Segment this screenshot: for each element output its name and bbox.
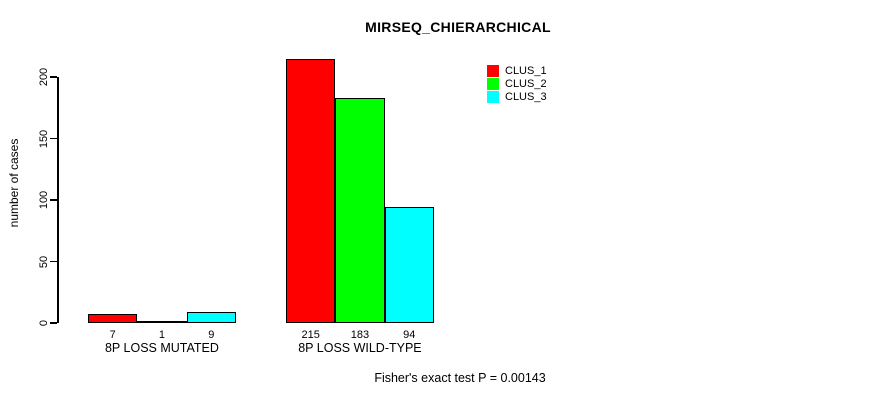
bar-clus_2-group2 — [335, 97, 385, 323]
y-tick-label: 200 — [38, 67, 50, 87]
bar-value-label: 215 — [301, 329, 320, 341]
legend-swatch-icon — [487, 77, 499, 90]
legend-row: CLUS_3 — [487, 90, 547, 103]
legend-row: CLUS_2 — [487, 77, 547, 90]
chart-title: MIRSEQ_CHIERARCHICAL — [365, 19, 551, 35]
y-tick-mark — [50, 76, 57, 78]
y-axis-line — [57, 77, 59, 323]
bar-value-label: 94 — [403, 329, 416, 341]
y-axis-label: number of cases — [7, 138, 21, 228]
y-tick-label: 0 — [38, 319, 50, 327]
bar-value-label: 7 — [109, 329, 116, 341]
category-label: 8P LOSS WILD-TYPE — [298, 341, 422, 355]
legend-swatch-icon — [487, 90, 499, 103]
bar-clus_1-group2 — [286, 58, 336, 323]
bar-value-label: 1 — [158, 329, 165, 341]
bar-clus_3-group2 — [384, 207, 434, 323]
y-tick-mark — [50, 137, 57, 140]
category-label: 8P LOSS MUTATED — [104, 341, 219, 355]
y-tick-label: 150 — [38, 129, 50, 148]
bar-clus_1-group1 — [88, 314, 138, 323]
legend-swatch-icon — [487, 64, 499, 77]
annotation-text: Fisher's exact test P = 0.00143 — [374, 371, 546, 385]
y-tick-mark — [50, 322, 57, 324]
legend-row: CLUS_1 — [487, 64, 547, 77]
legend-label: CLUS_2 — [505, 77, 547, 90]
legend-label: CLUS_3 — [505, 90, 547, 103]
bar-clus_3-group1 — [186, 311, 236, 323]
y-tick-mark — [50, 199, 57, 201]
legend-label: CLUS_1 — [505, 64, 547, 77]
y-tick-mark — [50, 260, 57, 263]
y-tick-label: 100 — [38, 190, 50, 210]
bar-value-label: 9 — [208, 329, 215, 341]
legend: CLUS_1 CLUS_2 CLUS_3 — [487, 64, 547, 103]
bar-value-label: 183 — [350, 329, 370, 341]
y-tick-label: 50 — [38, 255, 50, 268]
bar-clus_2-group1 — [137, 320, 187, 323]
